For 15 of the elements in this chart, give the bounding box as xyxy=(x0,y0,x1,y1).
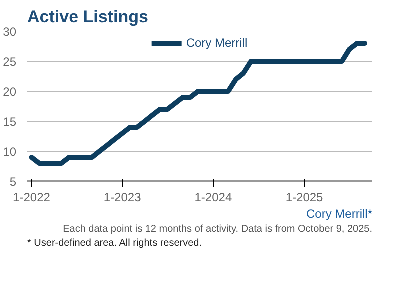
y-tick-label: 30 xyxy=(3,25,17,39)
y-tick-label: 15 xyxy=(3,115,17,129)
y-tick-label: 20 xyxy=(3,85,17,99)
text: Cory Merrill* xyxy=(306,207,373,221)
x-tick-label: 1-2022 xyxy=(13,190,51,204)
text: * User-defined area. All rights reserved. xyxy=(28,238,202,249)
x-tick-label: 1-2024 xyxy=(194,190,232,204)
x-tick-label: 1-2025 xyxy=(286,190,324,204)
text: Each data point is 12 months of activity. Data is from October 9, 2025. xyxy=(63,224,373,235)
y-tick-label: 10 xyxy=(3,145,17,159)
chart-title: Active Listings xyxy=(28,8,148,26)
x-tick-label: 1-2023 xyxy=(104,190,142,204)
legend-label: Cory Merrill xyxy=(186,36,248,50)
y-tick-label: 5 xyxy=(10,175,17,189)
y-tick-label: 25 xyxy=(3,55,17,69)
